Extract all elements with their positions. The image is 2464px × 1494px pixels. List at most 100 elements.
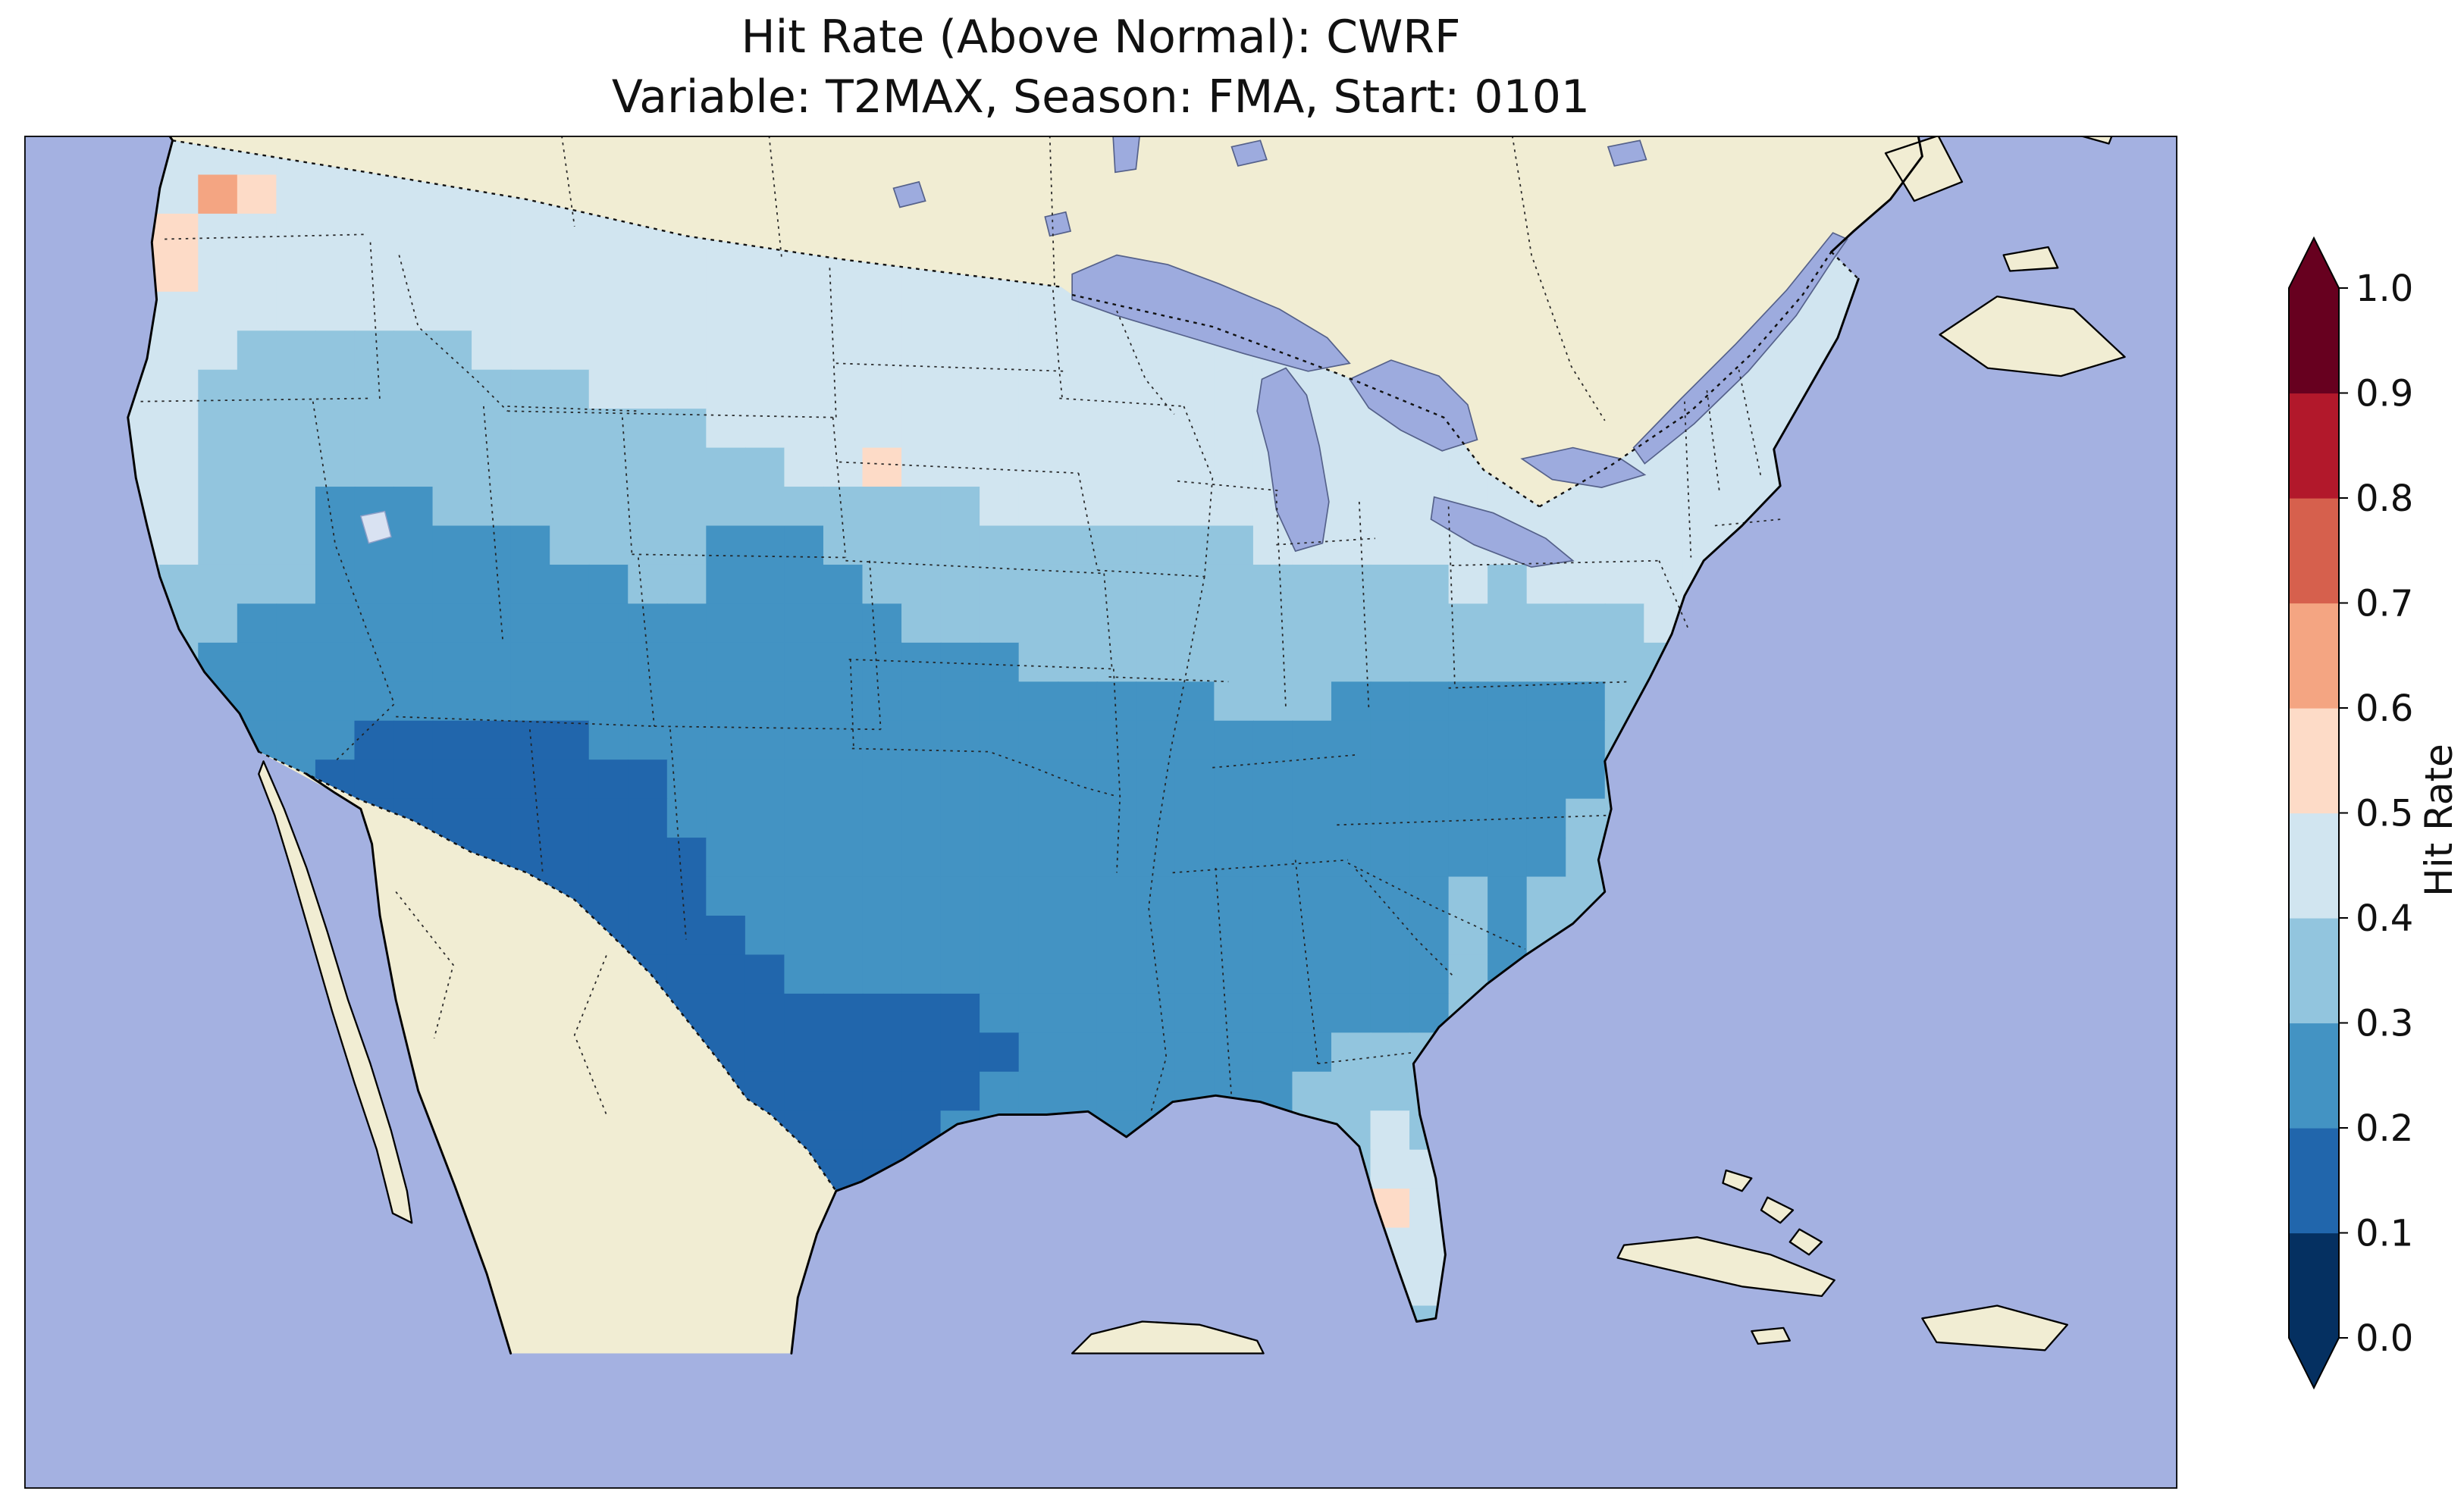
grid-cell [1292,1032,1333,1073]
grid-cell [1370,487,1411,527]
grid-cell [1409,681,1450,722]
grid-cell [393,213,434,254]
grid-cell [550,603,590,644]
grid-cell [1331,447,1372,488]
canada-lake [1607,139,1647,167]
colorbar-tick-label: 0.3 [2356,1003,2413,1045]
grid-cell [1370,564,1411,605]
grid-cell [745,916,785,956]
grid-cell [1096,409,1137,449]
grid-cell [1526,720,1567,761]
grid-cell [1409,564,1450,605]
grid-cell [784,564,825,605]
grid-cell [158,291,199,332]
bahamas-island [1760,1196,1795,1224]
grid-cell [1370,876,1411,917]
grid-cell [158,409,199,449]
grid-cell [1331,954,1372,994]
grid-cell [628,252,668,293]
yucatan-land [1071,1320,1265,1355]
grid-cell [980,330,1020,371]
grid-cell [1370,760,1411,800]
grid-cell [510,291,551,332]
grid-cell [628,291,668,332]
grid-cell [1174,993,1215,1034]
grid-cell [354,642,395,683]
grid-cell [784,681,825,722]
grid-cell [940,838,981,878]
grid-cell [588,487,629,527]
grid-cell [1252,1032,1293,1073]
grid-cell [784,993,825,1034]
grid-cell [1331,760,1372,800]
grid-cell [1448,564,1489,605]
colorbar-tick-label: 0.7 [2356,583,2413,625]
grid-cell [198,409,238,449]
grid-cell [666,720,707,761]
grid-cell [1136,993,1176,1034]
grid-cell [1174,916,1215,956]
grid-cell [198,447,238,488]
grid-cell [354,252,395,293]
grid-cell [823,603,864,644]
grid-cell [862,291,903,332]
great-lakes [359,136,1848,568]
grid-cell [745,720,785,761]
grid-cell [628,838,668,878]
grid-cell [706,954,746,994]
grid-cell [1370,1032,1411,1073]
grid-cell [862,330,903,371]
grid-cell [237,252,277,293]
grid-cell [823,1071,864,1112]
grid-cell [276,603,316,644]
grid-cell [1604,642,1645,683]
grid-cell [1018,642,1059,683]
grid-cell [745,642,785,683]
grid-cell [432,291,473,332]
grid-cell [276,330,316,371]
grid-cell [472,330,512,371]
grid-cell [1526,564,1567,605]
grid-cell [1174,447,1215,488]
grid-cell [1292,838,1333,878]
hispaniola-island [1921,1305,2069,1351]
grid-cell [980,1032,1020,1073]
grid-cell [472,642,512,683]
grid-cell [1292,798,1333,839]
colorbar-bar: 1.0 0.9 0.8 0.7 0.6 0.5 0.4 0.3 0.2 0.1 0.0 [2288,236,2413,1390]
grid-cell [276,447,316,488]
grid-cell [1526,760,1567,800]
grid-cell [432,603,473,644]
grid-cell [588,369,629,410]
grid-cell [706,916,746,956]
grid-cell [198,564,238,605]
grid-cell [588,603,629,644]
grid-cell [1448,681,1489,722]
grid-cell [823,409,864,449]
grid-cell [510,213,551,254]
grid-cell [1526,876,1567,917]
grid-cell [940,954,981,994]
grid-cell [1096,876,1137,917]
grid-cell [666,409,707,449]
grid-cell [1409,447,1450,488]
grid-cell [550,760,590,800]
colorbar-bin [2289,813,2339,919]
grid-cell [980,1071,1020,1112]
grid-cell [1018,447,1059,488]
grid-cell [432,564,473,605]
colorbar-bin [2289,918,2339,1024]
grid-cell [276,642,316,683]
grid-cell [1331,838,1372,878]
grid-cell [1370,1149,1411,1190]
grid-cell [1018,1032,1059,1073]
grid-cell [550,213,590,254]
colorbar-extend-upper [2289,238,2339,288]
grid-cell [940,291,981,332]
grid-cell [823,681,864,722]
grid-cell [1448,876,1489,917]
coastlines [127,136,1923,1355]
grid-cell [588,798,629,839]
grid-cell [1252,838,1293,878]
grid-cell [1682,487,1723,527]
